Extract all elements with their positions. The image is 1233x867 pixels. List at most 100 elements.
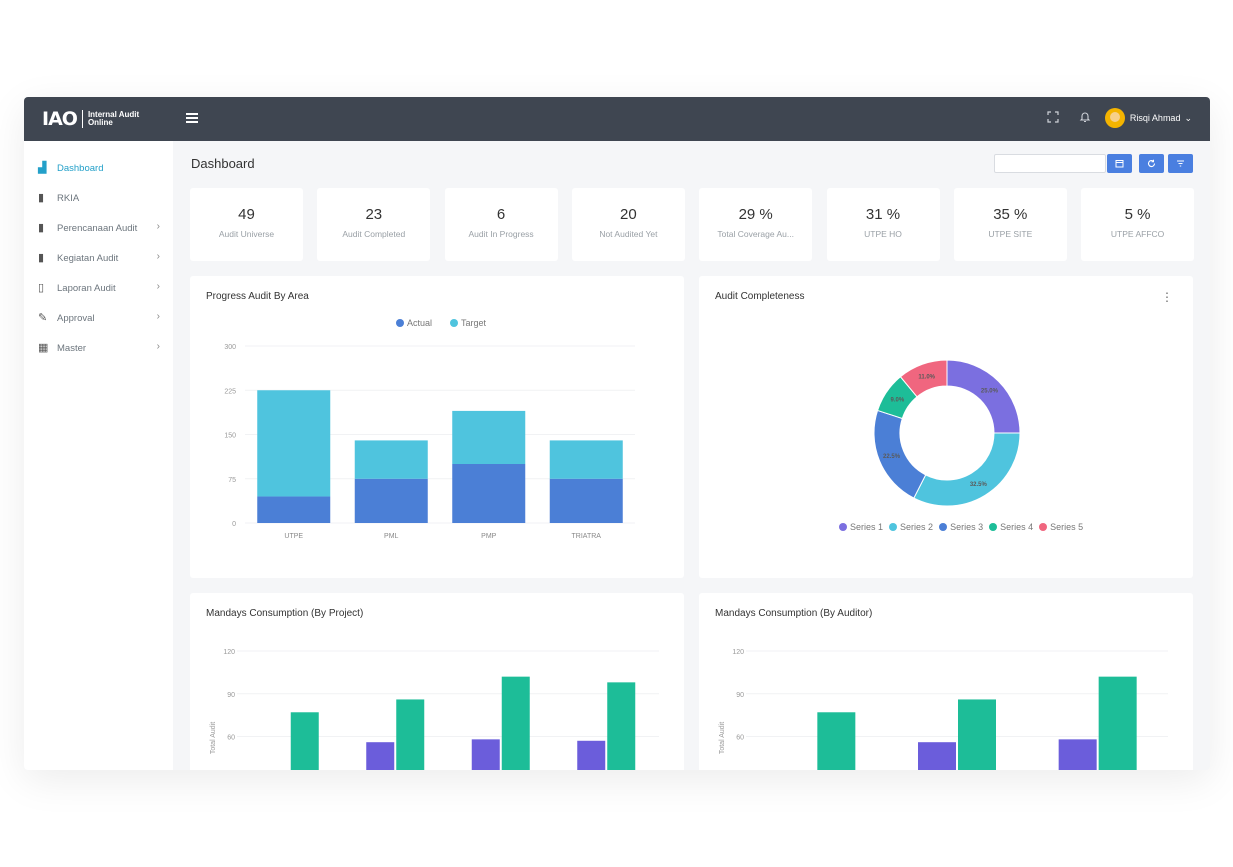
bar-target [549,440,623,479]
stat-value: 23 [365,206,383,223]
legend-swatch [1039,523,1048,531]
bar-actual [549,478,623,523]
stat-card[interactable]: 5 % UTPE AFFCO [1081,188,1195,261]
donut-slice [899,359,948,398]
bar-series-2 [396,699,425,770]
file-alt-icon: ▮ [38,221,45,234]
stat-value: 31 % [865,206,901,223]
mandays-project-card: Mandays Consumption (By Project) 120 90 60… [190,593,684,770]
chevron-right-icon: › [156,221,160,232]
sidebar-item-dashboard[interactable]: ▟ Dashboard [38,160,160,176]
brand-line-2: Online [87,118,113,127]
legend-label[interactable]: Series 3 [950,522,984,532]
sidebar-item-master[interactable]: ▦ Master › [38,340,160,356]
bell-icon[interactable] [1079,111,1091,126]
y-tick-label: 60 [227,735,235,742]
brand-name: Internal Audit Online [88,111,139,127]
stat-card[interactable]: 29 % Total Coverage Au... [699,188,813,261]
stat-value: 6 [496,206,506,223]
chart-title: Progress Audit By Area [206,291,309,302]
bar-actual [452,464,526,523]
stat-label: UTPE HO [864,229,902,239]
mandays-project-chart: 120 90 60 Total Audit [210,649,659,770]
bar-series-1 [577,740,606,770]
legend-target-swatch [450,319,459,327]
stat-label: Not Audited Yet [599,229,658,239]
signature-icon: ✎ [38,311,48,324]
y-tick-label: 60 [736,735,744,742]
progress-audit-card: Progress Audit By Area Actual Target 300… [190,276,684,578]
stat-card[interactable]: 23 Audit Completed [317,188,431,261]
brand-logo[interactable]: IAO Internal Audit Online [42,109,139,129]
legend-label[interactable]: Series 1 [850,522,884,532]
y-tick-label: 120 [732,649,744,656]
stat-card[interactable]: 35 % UTPE SITE [953,188,1067,261]
x-tick-label: PMP [481,533,497,540]
legend-label[interactable]: Series 4 [1000,522,1034,532]
bar-target [452,410,526,464]
mandays-auditor-card: Mandays Consumption (By Auditor) 120 90 60… [699,593,1193,770]
stat-value: 35 % [993,206,1028,223]
y-tick-label: 225 [224,388,236,395]
chart-legend: Actual Target [390,318,486,328]
stat-card[interactable]: 6 Audit In Progress [444,188,558,261]
sidebar-item-label: Dashboard [57,162,104,174]
legend-actual-label[interactable]: Actual [407,318,433,328]
legend-swatch [889,523,898,531]
calendar-button[interactable] [1107,154,1132,173]
slice-label: 9.0% [891,397,905,403]
x-tick-label: PML [384,533,399,540]
x-tick-label: TRIATRA [572,533,602,540]
legend-target-label[interactable]: Target [461,318,487,328]
sidebar-item-laporan-audit[interactable]: ▯ Laporan Audit › [38,280,160,296]
legend-swatch [939,523,948,531]
sidebar: ▟ Dashboard ▮ RKIA ▮ Perencanaan Audit › ▮ Kegia… [24,141,173,770]
chevron-right-icon: › [156,311,160,322]
page-title: Dashboard [191,156,255,171]
bar-actual [257,496,331,523]
filter-button[interactable] [1168,154,1193,173]
legend-label[interactable]: Series 5 [1050,522,1084,532]
sidebar-item-perencanaan-audit[interactable]: ▮ Perencanaan Audit › [38,220,160,236]
x-tick-label: UTPE [284,533,303,540]
y-axis-label: Total Audit [719,722,726,754]
mandays-auditor-chart: 120 90 60 Total Audit [719,649,1168,770]
bar-series-2 [607,682,636,770]
sidebar-item-rkia[interactable]: ▮ RKIA [38,190,160,206]
slice-label: 11.0% [918,375,935,381]
bar-series-2 [958,699,996,770]
bar-target [257,390,331,497]
bar-series-2 [290,712,319,770]
y-axis-label: Total Audit [210,722,217,754]
bar-series-2 [817,712,856,770]
avatar [1104,108,1125,128]
chart-title: Audit Completeness [715,291,805,302]
y-tick-label: 75 [228,477,236,484]
fullscreen-icon[interactable] [1047,111,1059,126]
filter-icon [1177,160,1184,167]
sidebar-item-approval[interactable]: ✎ Approval › [38,310,160,326]
bar-series-1 [918,742,956,770]
hamburger-menu-icon[interactable] [186,113,198,123]
sidebar-item-label: Approval [57,312,95,324]
stat-value: 20 [620,206,637,223]
stat-card[interactable]: 20 Not Audited Yet [571,188,685,261]
refresh-button[interactable] [1139,154,1164,173]
bar-series-1 [471,739,500,770]
stat-value: 29 % [738,206,773,223]
user-menu[interactable]: Risqi Ahmad ⌄ [1104,108,1192,128]
more-vertical-icon[interactable]: ⋮ [1161,290,1173,304]
bar-series-2 [1098,676,1137,770]
file-icon: ▮ [38,191,45,204]
stat-value: 5 % [1124,206,1151,223]
brand-mark: IAO [42,108,78,130]
bar-series-1 [1058,739,1097,770]
sidebar-item-kegiatan-audit[interactable]: ▮ Kegiatan Audit › [38,250,160,266]
donut-slice [946,359,1021,434]
legend-label[interactable]: Series 2 [900,522,934,532]
stat-card[interactable]: 49 Audit Universe [190,188,303,261]
file-image-icon: ▮ [38,251,45,264]
donut-slice [913,432,1021,507]
date-range-input[interactable] [994,154,1106,173]
stat-card[interactable]: 31 % UTPE HO [826,188,940,261]
